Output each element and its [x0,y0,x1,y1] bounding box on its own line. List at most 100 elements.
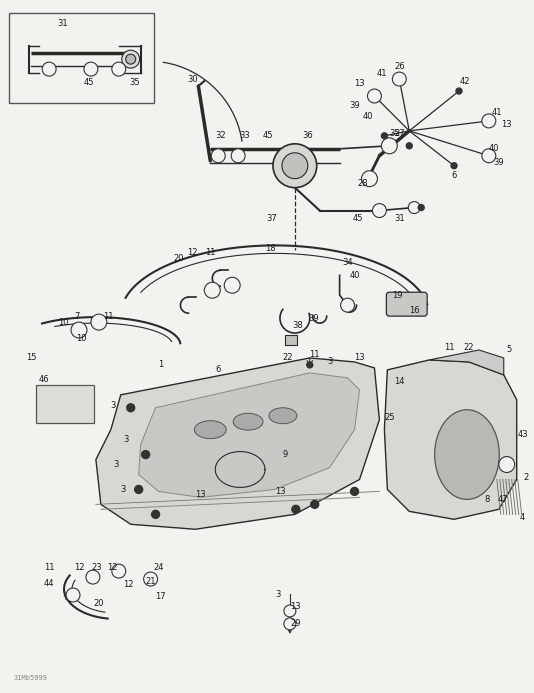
Text: 3: 3 [275,590,281,599]
Circle shape [372,204,387,218]
Text: 3: 3 [120,485,125,494]
Text: 4: 4 [520,513,525,522]
Text: 12: 12 [123,579,134,588]
Text: 3: 3 [123,435,128,444]
Text: 13: 13 [354,78,365,87]
Circle shape [307,362,313,368]
Circle shape [418,204,424,211]
Polygon shape [139,373,359,498]
Text: 28: 28 [357,179,368,188]
Circle shape [42,62,56,76]
Circle shape [499,457,515,473]
Circle shape [367,89,381,103]
Text: 11: 11 [205,248,216,257]
Text: 22: 22 [282,353,293,362]
Text: 7: 7 [74,312,80,321]
Text: 19: 19 [392,290,403,299]
Ellipse shape [194,421,226,439]
Text: 9: 9 [282,450,287,459]
Text: 31: 31 [394,214,405,223]
Text: 45: 45 [84,78,94,87]
Circle shape [87,65,95,73]
Polygon shape [96,358,380,529]
Text: 6: 6 [451,171,457,180]
Text: 31Mb5999: 31Mb5999 [13,675,48,681]
FancyBboxPatch shape [387,292,427,316]
Ellipse shape [435,410,499,500]
Text: 13: 13 [195,490,206,499]
Circle shape [231,149,245,163]
Text: 40: 40 [349,271,360,280]
Text: 47: 47 [498,495,508,504]
Text: 15: 15 [26,353,36,362]
Text: 20: 20 [173,254,184,263]
Circle shape [411,204,417,211]
Text: 13: 13 [501,121,512,130]
Text: 33: 33 [240,132,250,141]
Text: 26: 26 [394,62,405,71]
Text: 23: 23 [91,563,102,572]
Circle shape [224,277,240,293]
Text: 35: 35 [389,130,399,139]
Text: 10: 10 [76,333,86,342]
Text: 3: 3 [110,401,115,410]
Circle shape [115,567,123,575]
Circle shape [89,573,97,581]
Circle shape [122,50,140,68]
Text: 17: 17 [155,593,166,602]
Text: 43: 43 [517,430,528,439]
Circle shape [286,607,294,615]
Text: 30: 30 [187,75,198,84]
Text: 34: 34 [342,258,353,267]
Text: 39: 39 [349,101,360,110]
Text: 3: 3 [113,460,119,469]
Circle shape [292,505,300,514]
Circle shape [234,152,242,160]
Text: 46: 46 [38,376,49,385]
Text: 13: 13 [290,602,301,611]
Text: 20: 20 [93,599,104,608]
Bar [36,385,94,423]
Circle shape [395,75,403,83]
Text: 2: 2 [523,473,528,482]
Text: 5: 5 [506,346,512,355]
Circle shape [112,564,125,578]
Text: 14: 14 [394,378,405,387]
Circle shape [142,450,150,459]
Circle shape [211,149,225,163]
Text: 13: 13 [274,487,285,496]
Circle shape [86,570,100,584]
Polygon shape [384,360,517,519]
Text: 39: 39 [493,158,504,167]
Text: 45: 45 [352,214,363,223]
Circle shape [375,207,383,215]
Text: 44: 44 [44,579,54,588]
Text: 12: 12 [74,563,84,572]
Circle shape [381,138,397,154]
Circle shape [282,152,308,179]
Circle shape [66,588,80,602]
Text: 29: 29 [290,620,301,629]
Text: 38: 38 [293,321,303,330]
Circle shape [74,325,84,335]
Text: 11: 11 [104,312,114,321]
Text: 31: 31 [58,19,68,28]
Text: 32: 32 [215,132,225,141]
Circle shape [144,572,158,586]
Circle shape [91,314,107,330]
Text: 11: 11 [44,563,54,572]
Circle shape [135,485,143,493]
Circle shape [341,298,355,312]
Circle shape [127,404,135,412]
Polygon shape [429,350,504,375]
Circle shape [84,62,98,76]
Circle shape [152,510,160,518]
Text: 11: 11 [444,344,454,353]
Circle shape [406,143,412,149]
Circle shape [207,286,217,295]
Text: 40: 40 [362,112,373,121]
Text: 25: 25 [384,413,395,422]
Circle shape [94,317,104,327]
Text: 22: 22 [464,344,474,353]
Text: 8: 8 [484,495,490,504]
